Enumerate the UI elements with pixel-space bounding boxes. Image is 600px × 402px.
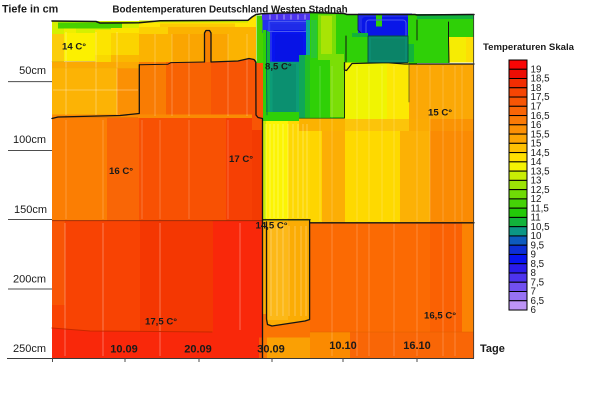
svg-text:14: 14 xyxy=(531,157,542,168)
svg-text:16 C°: 16 C° xyxy=(109,166,133,177)
svg-text:14 C°: 14 C° xyxy=(62,42,86,53)
svg-text:14,5: 14,5 xyxy=(531,148,551,159)
svg-text:250cm: 250cm xyxy=(13,343,46,355)
svg-text:12,5: 12,5 xyxy=(531,185,551,196)
svg-text:9: 9 xyxy=(531,250,536,261)
svg-text:19: 19 xyxy=(531,64,542,75)
svg-text:8,5 C°: 8,5 C° xyxy=(265,62,292,73)
svg-text:18: 18 xyxy=(531,83,542,94)
svg-text:17 C°: 17 C° xyxy=(229,154,253,165)
svg-text:15: 15 xyxy=(531,139,542,150)
svg-text:8,5: 8,5 xyxy=(531,259,545,270)
svg-text:11,5: 11,5 xyxy=(531,203,550,214)
svg-text:16,5: 16,5 xyxy=(531,111,551,122)
svg-text:16,5 C°: 16,5 C° xyxy=(424,311,456,322)
svg-text:6: 6 xyxy=(531,305,537,316)
svg-text:9,5: 9,5 xyxy=(531,240,545,251)
svg-text:17: 17 xyxy=(531,102,542,113)
svg-text:10: 10 xyxy=(531,231,542,242)
svg-text:6,5: 6,5 xyxy=(531,296,545,307)
svg-text:Tage: Tage xyxy=(480,343,505,355)
svg-text:7: 7 xyxy=(531,287,536,298)
svg-text:15 C°: 15 C° xyxy=(428,108,452,119)
svg-text:18,5: 18,5 xyxy=(531,74,551,85)
svg-text:15,5: 15,5 xyxy=(531,129,551,140)
svg-text:10,5: 10,5 xyxy=(531,222,551,233)
svg-text:14,5 C°: 14,5 C° xyxy=(256,221,288,232)
svg-text:17,5 C°: 17,5 C° xyxy=(145,317,177,328)
svg-text:150cm: 150cm xyxy=(14,204,47,216)
svg-text:30.09: 30.09 xyxy=(257,344,285,356)
svg-text:7,5: 7,5 xyxy=(531,277,545,288)
svg-text:Bodentemperaturen Deutschland: Bodentemperaturen Deutschland Westen Sta… xyxy=(112,5,347,16)
svg-text:Temperaturen Skala: Temperaturen Skala xyxy=(483,42,575,53)
svg-text:200cm: 200cm xyxy=(13,274,46,286)
svg-text:13,5: 13,5 xyxy=(531,166,551,177)
svg-text:16: 16 xyxy=(531,120,542,131)
svg-text:100cm: 100cm xyxy=(13,134,46,146)
svg-text:20.09: 20.09 xyxy=(184,344,212,356)
svg-text:16.10: 16.10 xyxy=(403,340,431,352)
svg-text:Tiefe in cm: Tiefe in cm xyxy=(2,4,58,16)
svg-text:11: 11 xyxy=(531,213,541,224)
svg-text:17,5: 17,5 xyxy=(531,92,551,103)
svg-text:10.09: 10.09 xyxy=(110,344,138,356)
svg-text:13: 13 xyxy=(531,176,542,187)
svg-text:8: 8 xyxy=(531,268,537,279)
svg-text:10.10: 10.10 xyxy=(329,340,357,352)
svg-text:50cm: 50cm xyxy=(19,65,46,77)
svg-text:12: 12 xyxy=(531,194,542,205)
